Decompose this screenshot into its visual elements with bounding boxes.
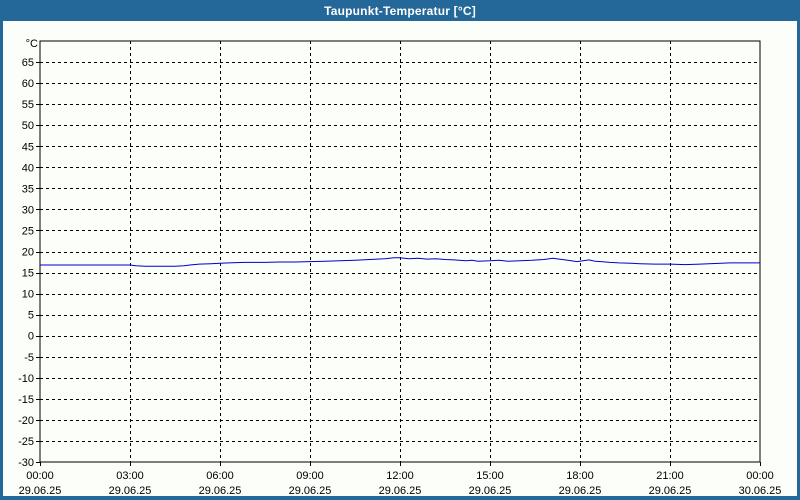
y-tick-label: 40	[22, 162, 34, 174]
x-time-label: 21:00	[656, 470, 684, 482]
y-tick-label: -20	[18, 415, 34, 427]
x-date-label: 30.06.25	[739, 485, 782, 496]
window-title: Taupunkt-Temperatur [°C]	[324, 3, 476, 18]
dewpoint-line-chart: 65605550454035302520151050-5-10-15-20-25…	[18, 38, 782, 497]
x-time-label: 18:00	[566, 470, 594, 482]
x-date-label: 29.06.25	[19, 485, 62, 496]
x-time-label: 12:00	[386, 470, 414, 482]
x-date-label: 29.06.25	[379, 485, 422, 496]
y-tick-label: 55	[22, 99, 34, 111]
y-tick-label: 50	[22, 120, 34, 132]
x-time-label: 09:00	[296, 470, 324, 482]
y-tick-label: -25	[18, 436, 34, 448]
dewpoint-series-line	[40, 257, 760, 267]
y-tick-label: 5	[28, 310, 34, 322]
y-tick-label: -10	[18, 373, 34, 385]
x-date-label: 29.06.25	[199, 485, 242, 496]
y-tick-label: 20	[22, 247, 34, 259]
y-tick-label: 45	[22, 141, 34, 153]
y-tick-label: -15	[18, 394, 34, 406]
window-titlebar[interactable]: Taupunkt-Temperatur [°C]	[0, 0, 800, 21]
y-tick-label: 60	[22, 78, 34, 90]
x-date-label: 29.06.25	[559, 485, 602, 496]
chart-area: 65 60 55 50 45 40 35 30 25 20 15 10 5 0 -5 -10 -15 -20 -25…	[3, 21, 797, 497]
plot-frame	[39, 40, 761, 463]
y-tick-label: 30	[22, 204, 34, 216]
x-time-label: 06:00	[206, 470, 234, 482]
x-time-label: 00:00	[746, 470, 774, 482]
x-date-label: 29.06.25	[649, 485, 692, 496]
y-tick-label: 10	[22, 289, 34, 301]
x-date-label: 29.06.25	[469, 485, 512, 496]
x-date-label: 29.06.25	[289, 485, 332, 496]
y-tick-label: -5	[24, 352, 34, 364]
x-date-label: 29.06.25	[109, 485, 152, 496]
y-tick-label: 35	[22, 183, 34, 195]
y-tick-label: 65	[22, 57, 34, 69]
y-tick-label: 15	[22, 268, 34, 280]
y-tick-label: -30	[18, 457, 34, 469]
x-time-label: 00:00	[26, 470, 54, 482]
y-tick-label: 0	[28, 331, 34, 343]
y-axis-unit-label: °C	[26, 38, 38, 50]
x-time-label: 15:00	[476, 470, 504, 482]
x-time-label: 03:00	[116, 470, 144, 482]
y-tick-label: 25	[22, 225, 34, 237]
